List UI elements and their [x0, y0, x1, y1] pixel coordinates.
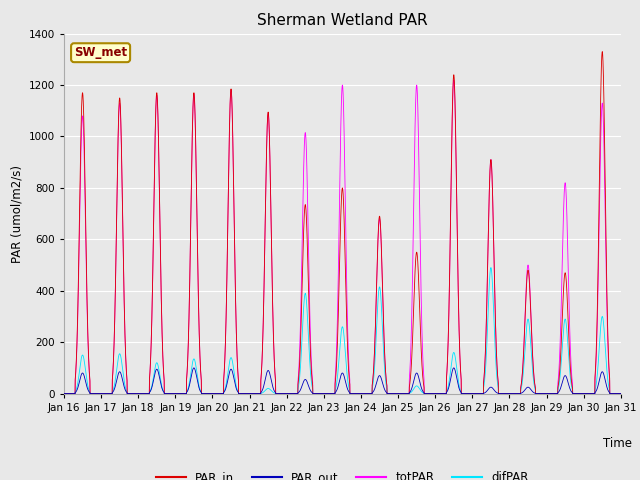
Y-axis label: PAR (umol/m2/s): PAR (umol/m2/s) — [10, 165, 23, 263]
Title: Sherman Wetland PAR: Sherman Wetland PAR — [257, 13, 428, 28]
Legend: PAR_in, PAR_out, totPAR, difPAR: PAR_in, PAR_out, totPAR, difPAR — [152, 466, 533, 480]
X-axis label: Time: Time — [603, 437, 632, 450]
Text: SW_met: SW_met — [74, 46, 127, 59]
